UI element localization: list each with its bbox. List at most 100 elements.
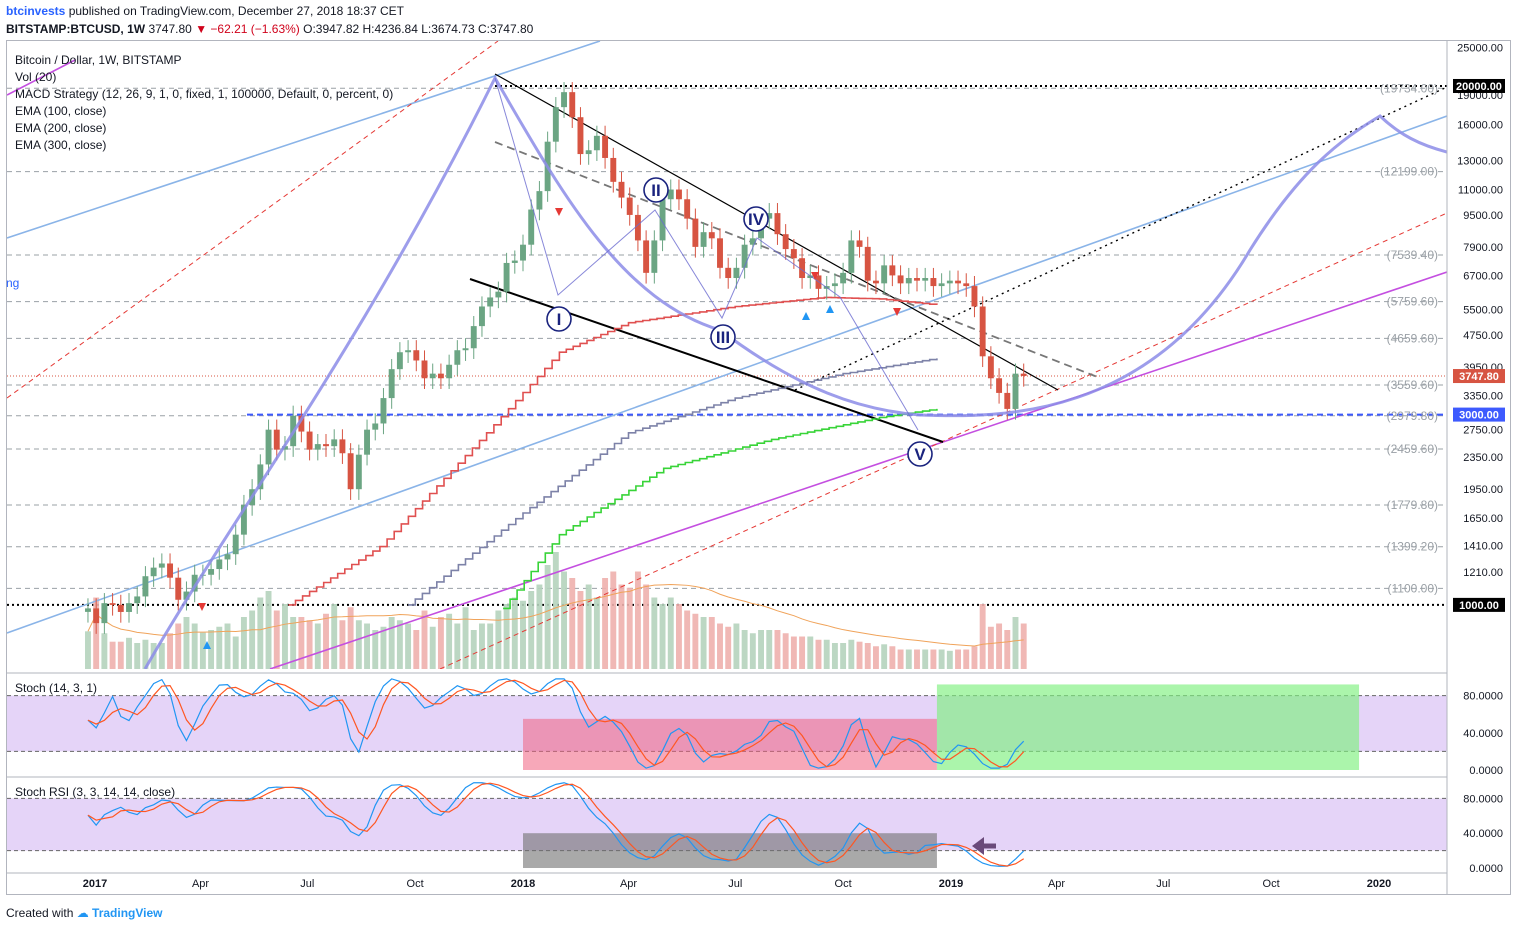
time-tick-label: Oct xyxy=(407,878,424,890)
legend-ema-100[interactable]: EMA (100, close) xyxy=(15,104,107,118)
candle-body xyxy=(971,286,978,307)
legend-macd-strategy[interactable]: MACD Strategy (12, 26, 9, 1, 0, fixed, 1… xyxy=(15,87,394,101)
time-tick-label: Oct xyxy=(1263,878,1280,890)
volume-bar xyxy=(872,646,879,669)
publish-text: published on TradingView.com, December 2… xyxy=(65,4,405,18)
candlesticks xyxy=(85,82,1027,634)
candle-body xyxy=(602,135,609,158)
wave-label-circle xyxy=(710,324,736,350)
candle-body xyxy=(355,454,362,490)
candle-body xyxy=(117,604,124,612)
volume-bar xyxy=(766,630,773,669)
volume-bar xyxy=(380,626,387,669)
candle-body xyxy=(175,577,182,600)
volume-bar xyxy=(848,639,855,669)
descending-support xyxy=(469,278,944,443)
candle-body xyxy=(380,398,387,424)
volume-bar xyxy=(708,617,715,669)
symbol-line: BITSTAMP:BTCUSD, 1W 3747.80 ▼ −62.21 (−1… xyxy=(6,22,533,36)
channel-lower-line xyxy=(7,115,1447,634)
candle-body xyxy=(946,280,953,284)
candle-body xyxy=(216,559,223,570)
candle-body xyxy=(593,135,600,151)
candle-body xyxy=(364,429,370,455)
candle-body xyxy=(1004,392,1011,409)
candle-body xyxy=(831,283,838,287)
buy-arrow-marker xyxy=(826,305,834,313)
volume-bars xyxy=(85,552,1027,669)
candle-body xyxy=(996,378,1003,393)
volume-bar xyxy=(774,630,781,669)
tradingview-link[interactable]: TradingView xyxy=(92,906,163,920)
volume-bar xyxy=(240,617,247,669)
candle-body xyxy=(257,464,264,490)
volume-bar xyxy=(429,626,436,669)
author-link[interactable]: btcinvests xyxy=(6,4,66,18)
candle-body xyxy=(766,213,773,219)
volume-bar xyxy=(191,623,198,669)
volume-bar xyxy=(544,565,551,669)
level-label: (19734.00) xyxy=(1380,81,1438,95)
price-tick-label: 9500.00 xyxy=(1463,210,1503,222)
highlight-box xyxy=(523,718,937,770)
candle-body xyxy=(914,278,920,281)
wave-label-circle xyxy=(643,177,669,203)
volume-bar xyxy=(470,630,477,669)
candle-body xyxy=(569,92,576,118)
candle-body xyxy=(339,439,346,454)
volume-bar xyxy=(520,600,526,669)
volume-bar xyxy=(618,584,625,669)
oscillator-tick-label: 0.0000 xyxy=(1469,863,1503,875)
footer-text: Created with xyxy=(6,906,77,920)
candle-body xyxy=(470,326,477,349)
last-price: 3747.80 xyxy=(148,22,192,36)
volume-bar xyxy=(807,636,814,669)
volume-bar xyxy=(684,610,691,669)
legend-ema-200[interactable]: EMA (200, close) xyxy=(15,121,107,135)
volume-bar xyxy=(282,604,288,669)
candle-body xyxy=(93,608,100,624)
volume-bar xyxy=(782,633,789,669)
volume-bar xyxy=(265,591,272,669)
candle-body xyxy=(536,191,543,210)
stoch-rsi-title[interactable]: Stoch RSI (3, 3, 14, 14, close) xyxy=(15,785,176,799)
candle-body xyxy=(413,350,420,361)
volume-bar xyxy=(446,613,453,669)
cycle-arc-curve xyxy=(143,74,1447,669)
price-tick-label: 2350.00 xyxy=(1463,452,1503,464)
volume-bar xyxy=(856,641,863,669)
volume-bar xyxy=(290,617,297,669)
legend-volume[interactable]: Vol (20) xyxy=(15,70,57,84)
candle-body xyxy=(905,278,912,284)
ema-300-line xyxy=(503,408,938,610)
volume-bar xyxy=(823,639,830,669)
candle-body xyxy=(142,576,149,597)
candle-body xyxy=(167,563,174,578)
candle-body xyxy=(314,444,321,450)
legend-symbol[interactable]: Bitcoin / Dollar, 1W, BITSTAMP xyxy=(15,53,182,67)
candle-body xyxy=(503,262,510,292)
price-axis[interactable]: 25000.0019000.0016000.0013000.0011000.00… xyxy=(1380,41,1505,894)
price-tick-label: 3350.00 xyxy=(1463,390,1503,402)
candle-body xyxy=(191,574,198,592)
candle-body xyxy=(454,350,461,365)
volume-bar xyxy=(864,643,871,669)
volume-bar xyxy=(963,649,970,669)
volume-bar xyxy=(364,623,370,669)
red-dashed-lower xyxy=(439,212,1447,669)
volume-bar xyxy=(971,646,978,669)
candle-body xyxy=(774,213,781,235)
price-badge-label: 1000.00 xyxy=(1459,600,1499,612)
time-axis[interactable]: 2017 Apr Jul Oct 2018 Apr Jul Oct 2019 Apr Jul Oct 2… xyxy=(7,872,1447,890)
volume-bar xyxy=(249,610,256,669)
red-dashed-upper xyxy=(7,41,499,399)
candle-body xyxy=(807,275,814,279)
volume-bar xyxy=(634,571,641,669)
candle-body xyxy=(265,429,272,465)
stoch-title[interactable]: Stoch (14, 3, 1) xyxy=(15,681,98,695)
legend-ema-300[interactable]: EMA (300, close) xyxy=(15,138,107,152)
volume-bar xyxy=(717,623,723,669)
time-tick-label: 2019 xyxy=(939,878,963,890)
price-badge-label: 3000.00 xyxy=(1459,410,1499,422)
